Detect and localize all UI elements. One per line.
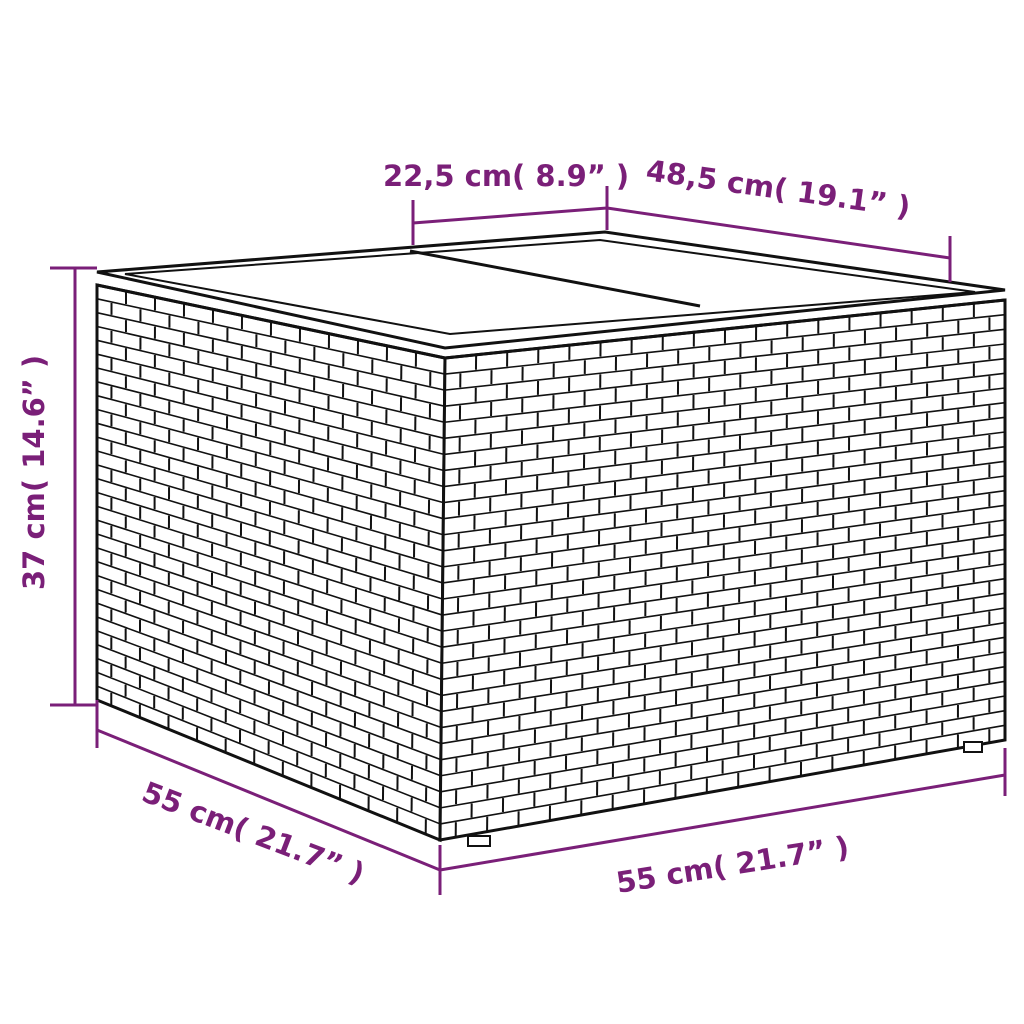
- weave-strand: [96, 574, 442, 697]
- weave-strand: [444, 357, 1006, 424]
- top-panel-divider: [409, 249, 701, 308]
- weave-strand: [96, 464, 444, 568]
- weave-strand: [96, 436, 444, 536]
- weave-strand: [443, 445, 1006, 520]
- weave-strand: [96, 671, 441, 809]
- top-edge: [96, 283, 446, 360]
- weave-strand: [96, 491, 443, 600]
- weave-strand: [96, 602, 442, 729]
- foot: [467, 835, 491, 847]
- weave-strand: [96, 685, 441, 825]
- dimension-height: 37 cm( 14.6” ): [17, 266, 97, 707]
- weave-strand: [443, 460, 1006, 536]
- dimension-line: [412, 206, 608, 225]
- weave-strand: [442, 519, 1006, 600]
- weave-strand: [442, 475, 1006, 552]
- weave-strand: [440, 651, 1006, 745]
- weave-strand: [96, 588, 442, 713]
- weave-strand: [443, 416, 1006, 488]
- weave-strand: [96, 422, 444, 520]
- dimension-line: [606, 206, 951, 260]
- weave-strand: [440, 680, 1006, 777]
- weave-strand: [444, 372, 1006, 440]
- weave-strand: [440, 665, 1006, 761]
- weave-strand: [96, 505, 443, 616]
- top-edge: [444, 298, 1006, 360]
- weave-strand: [96, 657, 441, 793]
- weave-strand: [444, 313, 1006, 375]
- weave-strand: [442, 533, 1006, 616]
- weave-strand: [96, 339, 445, 424]
- weave-strand: [96, 547, 443, 665]
- weave-strand: [96, 450, 444, 552]
- weave-strand: [96, 477, 443, 584]
- weave-strand: [96, 311, 445, 391]
- weave-strand: [96, 325, 445, 407]
- weave-strand: [443, 387, 1006, 456]
- weave-strand: [444, 343, 1006, 407]
- weave-strand: [443, 431, 1006, 504]
- weave-strand: [442, 548, 1006, 632]
- weave-strand: [441, 607, 1006, 697]
- label-top-panel-width: 48,5 cm( 19.1” ): [644, 153, 913, 224]
- dimension-line: [439, 773, 1006, 872]
- weave-strand: [96, 616, 442, 745]
- weave-strand: [96, 408, 444, 504]
- weave-strand: [96, 643, 441, 777]
- top-glass-panel-outline: [124, 238, 976, 336]
- weave-strand: [96, 353, 445, 440]
- label-height: 37 cm( 14.6” ): [17, 355, 51, 590]
- weave-strand: [440, 724, 1006, 825]
- label-width: 55 cm( 21.7” ): [614, 830, 852, 900]
- weave-strand: [440, 695, 1006, 793]
- weave-strand: [96, 298, 446, 375]
- wicker-storage-box: [95, 230, 1007, 847]
- weave-strand: [96, 630, 442, 761]
- weave-strand: [441, 577, 1006, 665]
- weave-strand: [444, 328, 1006, 391]
- weave-strand: [441, 636, 1006, 729]
- dimension-line: [96, 728, 441, 872]
- weave-strand: [96, 381, 445, 472]
- weave-strand: [96, 533, 443, 648]
- weave-strand: [442, 504, 1006, 584]
- label-top-panel-depth: 22,5 cm( 8.9” ): [383, 159, 629, 193]
- weave-strand: [442, 489, 1006, 568]
- weave-strand: [441, 563, 1006, 648]
- weave-strand: [441, 592, 1006, 681]
- weave-strand: [96, 367, 445, 456]
- weave-strand: [440, 709, 1006, 809]
- weave-strand: [443, 401, 1006, 472]
- weave-strand: [96, 560, 442, 681]
- weave-strand: [441, 621, 1006, 713]
- dimension-top-panel-depth: 22,5 cm( 8.9” ): [383, 159, 629, 245]
- foot: [963, 741, 983, 753]
- weave-strand: [96, 519, 443, 632]
- weave-strand: [96, 394, 444, 488]
